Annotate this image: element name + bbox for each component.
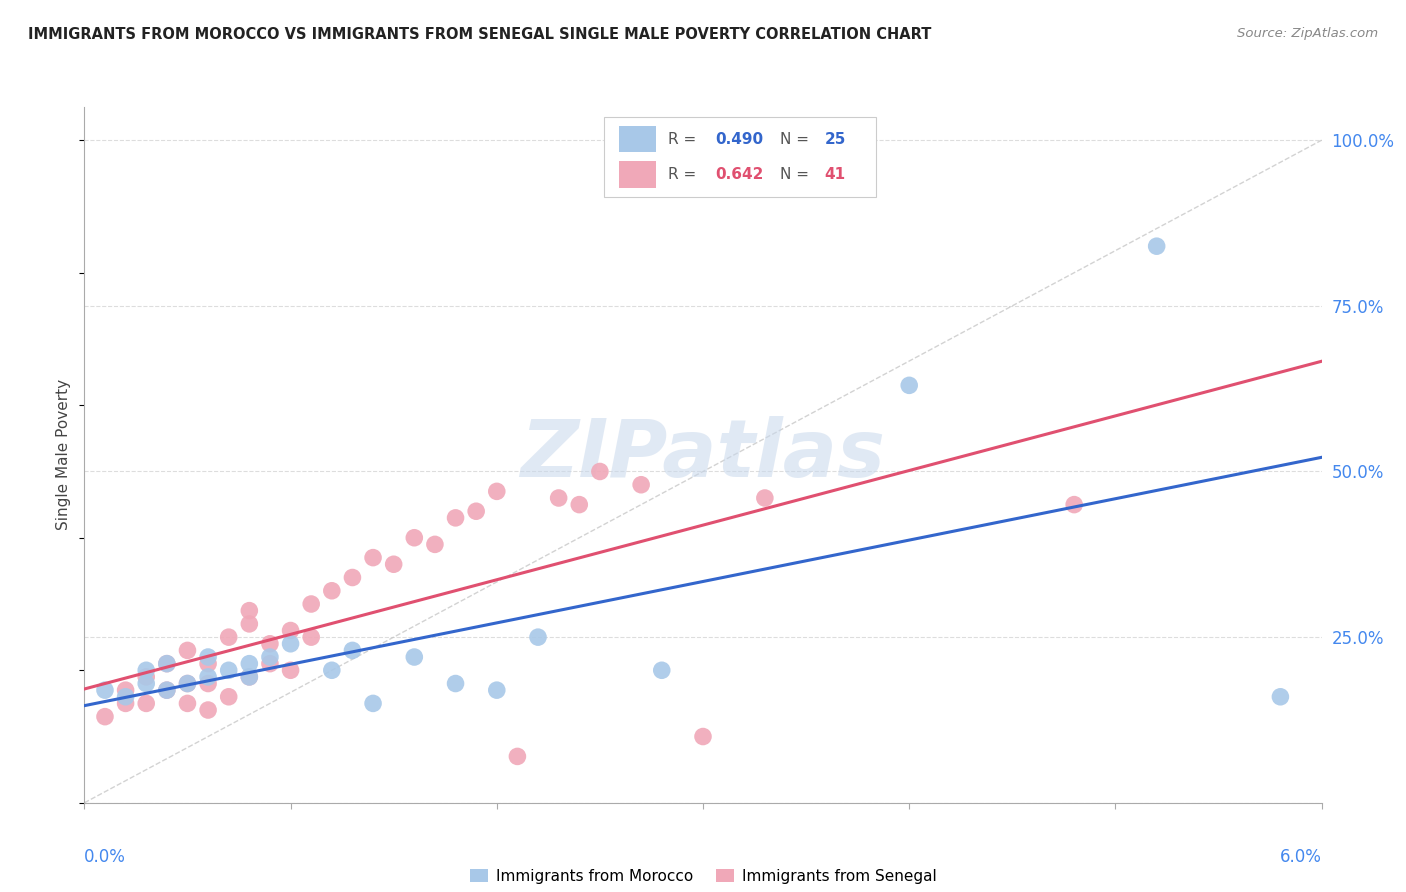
Point [114,690,136,704]
Legend: Immigrants from Morocco, Immigrants from Senegal: Immigrants from Morocco, Immigrants from… [464,863,942,890]
Point [238,616,260,631]
Text: 6.0%: 6.0% [1279,848,1322,866]
Point [321,583,343,598]
Point [238,657,260,671]
Point [754,491,776,505]
Text: 0.642: 0.642 [716,167,763,182]
Point [280,624,302,638]
Point [342,643,364,657]
Point [135,663,157,677]
Point [218,690,240,704]
Point [218,630,240,644]
Point [527,630,550,644]
Point [114,683,136,698]
Point [444,511,467,525]
Point [651,663,673,677]
Text: N =: N = [780,167,814,182]
Point [176,697,198,711]
Point [197,650,219,665]
Text: Source: ZipAtlas.com: Source: ZipAtlas.com [1237,27,1378,40]
Point [506,749,529,764]
Point [630,477,652,491]
Point [280,637,302,651]
Point [218,663,240,677]
Text: IMMIGRANTS FROM MOROCCO VS IMMIGRANTS FROM SENEGAL SINGLE MALE POVERTY CORRELATI: IMMIGRANTS FROM MOROCCO VS IMMIGRANTS FR… [28,27,932,42]
Text: R =: R = [668,167,702,182]
Point [898,378,921,392]
Point [135,670,157,684]
Point [485,683,508,698]
Point [547,491,569,505]
Point [342,570,364,584]
Point [156,683,179,698]
Point [259,637,281,651]
Point [361,697,384,711]
Text: 41: 41 [824,167,845,182]
Bar [619,126,657,153]
Point [94,683,117,698]
Text: 0.0%: 0.0% [84,848,127,866]
Text: 25: 25 [824,132,845,146]
Point [238,670,260,684]
Point [197,676,219,690]
Point [156,657,179,671]
Point [485,484,508,499]
Y-axis label: Single Male Poverty: Single Male Poverty [56,379,72,531]
Point [238,604,260,618]
Point [156,683,179,698]
Point [444,676,467,690]
Bar [619,161,657,187]
Text: ZIPatlas: ZIPatlas [520,416,886,494]
FancyBboxPatch shape [605,118,876,197]
Point [176,676,198,690]
Point [404,650,426,665]
Point [176,643,198,657]
Point [114,697,136,711]
Point [299,630,322,644]
Point [404,531,426,545]
Point [259,657,281,671]
Point [423,537,446,551]
Point [238,670,260,684]
Point [1063,498,1085,512]
Point [692,730,714,744]
Point [197,670,219,684]
Point [321,663,343,677]
Point [197,657,219,671]
Point [156,657,179,671]
Point [135,697,157,711]
Point [299,597,322,611]
Text: N =: N = [780,132,814,146]
Text: 0.490: 0.490 [716,132,763,146]
Point [135,676,157,690]
Point [280,663,302,677]
Point [259,650,281,665]
Point [197,703,219,717]
Point [176,676,198,690]
Point [465,504,488,518]
Point [589,465,612,479]
Point [382,558,405,572]
Point [361,550,384,565]
Text: R =: R = [668,132,702,146]
Point [1270,690,1292,704]
Point [1146,239,1168,253]
Point [94,709,117,723]
Point [568,498,591,512]
